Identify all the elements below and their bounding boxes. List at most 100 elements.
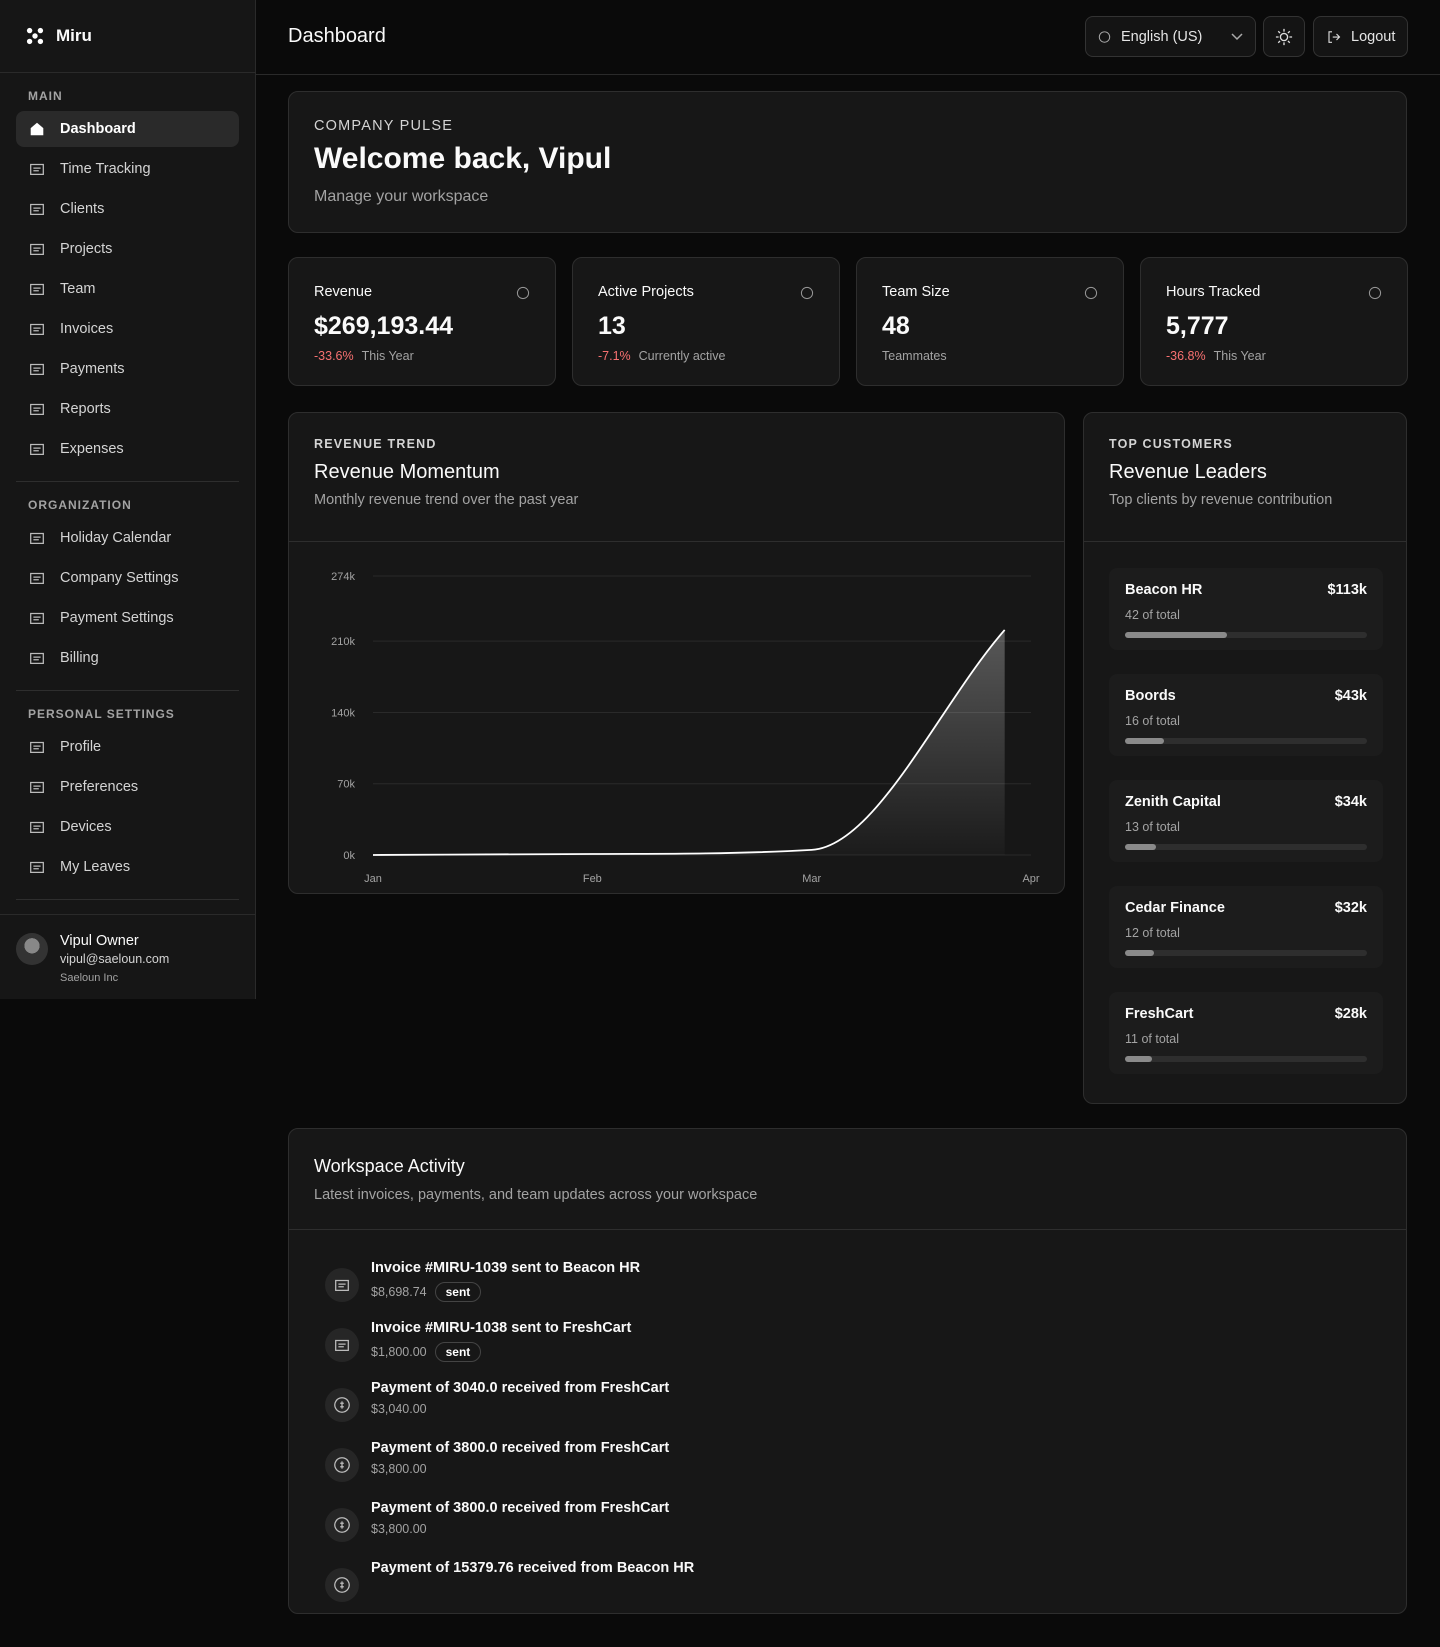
icon bbox=[335, 1279, 349, 1292]
user-panel[interactable]: Vipul Owner vipul@saeloun.com Saeloun In… bbox=[0, 914, 256, 999]
stat-label: Active Projects bbox=[598, 284, 694, 300]
activity-item: Invoice #MIRU-1038 sent to FreshCart $1,8… bbox=[289, 1320, 1406, 1362]
user-info: Vipul Owner vipul@saeloun.com Saeloun In… bbox=[60, 933, 169, 984]
activity-meta: $8,698.74 sent bbox=[371, 1282, 640, 1302]
nav-label: Reports bbox=[60, 401, 111, 417]
icon-shape bbox=[1084, 286, 1098, 300]
activity-icon bbox=[325, 1448, 359, 1482]
y-tick-label: 210k bbox=[331, 636, 355, 648]
activity-card: Workspace Activity Latest invoices, paym… bbox=[288, 1128, 1407, 1614]
stat-card: Active Projects 13 -7.1% Currently active bbox=[572, 257, 840, 386]
nav-item[interactable]: Holiday Calendar bbox=[16, 520, 239, 556]
icon bbox=[30, 363, 44, 376]
stat-note-row: -7.1% Currently active bbox=[598, 349, 814, 363]
nav-item[interactable]: Devices bbox=[16, 809, 239, 845]
chevron bbox=[1231, 32, 1243, 40]
chart-subtitle: Monthly revenue trend over the past year bbox=[314, 492, 579, 508]
page-title: Dashboard bbox=[288, 25, 386, 47]
section-title: MAIN bbox=[28, 89, 63, 103]
nav-label: My Leaves bbox=[60, 859, 131, 875]
customers-eyebrow: TOP CUSTOMERS bbox=[1109, 437, 1233, 451]
share-bar bbox=[1125, 1056, 1152, 1062]
stat-note-row: Teammates bbox=[882, 349, 1098, 363]
customer-row: Beacon HR $113k bbox=[1125, 582, 1367, 598]
nav-label: Time Tracking bbox=[60, 161, 151, 177]
nav-label: Invoices bbox=[60, 321, 114, 337]
nav-item[interactable]: Payments bbox=[16, 351, 239, 387]
customer: Zenith Capital $34k 13 of total bbox=[1109, 780, 1383, 862]
icon bbox=[30, 243, 44, 256]
icon bbox=[30, 323, 44, 336]
icon bbox=[30, 163, 44, 176]
activity-item: Invoice #MIRU-1039 sent to Beacon HR $8,6… bbox=[289, 1260, 1406, 1302]
stat-icon bbox=[1084, 286, 1098, 300]
icon-shape bbox=[516, 286, 530, 300]
nav-item[interactable]: Expenses bbox=[16, 431, 239, 467]
icon-shape bbox=[30, 612, 44, 625]
nav-item[interactable]: Time Tracking bbox=[16, 151, 239, 187]
nav-item[interactable]: Preferences bbox=[16, 769, 239, 805]
chart-title: Revenue Momentum bbox=[314, 461, 500, 483]
customers-subtitle: Top clients by revenue contribution bbox=[1109, 492, 1333, 508]
nav-item[interactable]: Team bbox=[16, 271, 239, 307]
nav-item[interactable]: Projects bbox=[16, 231, 239, 267]
icon-shape bbox=[30, 163, 44, 176]
icon-shape bbox=[30, 323, 44, 336]
nav-item[interactable]: Invoices bbox=[16, 311, 239, 347]
activity-text: Payment of 3800.0 received from FreshCar… bbox=[371, 1440, 669, 1482]
nav-item[interactable]: Dashboard bbox=[16, 111, 239, 147]
nav-label: Billing bbox=[60, 650, 99, 666]
nav-item[interactable]: My Leaves bbox=[16, 849, 239, 885]
icon-shape bbox=[30, 652, 44, 665]
section-title: PERSONAL SETTINGS bbox=[28, 707, 175, 721]
theme-toggle[interactable] bbox=[1263, 16, 1305, 57]
customer-name: FreshCart bbox=[1125, 1006, 1194, 1022]
nav-item[interactable]: Payment Settings bbox=[16, 600, 239, 636]
stat-value: 13 bbox=[598, 312, 626, 340]
customers-header: TOP CUSTOMERS Revenue Leaders Top client… bbox=[1084, 413, 1406, 542]
nav-label: Payment Settings bbox=[60, 610, 174, 626]
icon bbox=[30, 283, 44, 296]
nav-label: Team bbox=[60, 281, 96, 297]
activity-icon bbox=[325, 1268, 359, 1302]
chart-card: REVENUE TREND Revenue Momentum Monthly r… bbox=[288, 412, 1065, 894]
icon-shape bbox=[1368, 286, 1382, 300]
customer-share: 12 of total bbox=[1125, 926, 1180, 940]
nav-label: Expenses bbox=[60, 441, 124, 457]
activity-item: Payment of 3800.0 received from FreshCar… bbox=[289, 1440, 1406, 1482]
nav-label: Dashboard bbox=[60, 121, 136, 137]
sun-icon bbox=[1275, 28, 1293, 45]
nav-item[interactable]: Company Settings bbox=[16, 560, 239, 596]
nav-item[interactable]: Profile bbox=[16, 729, 239, 765]
customer-amount: $28k bbox=[1334, 1006, 1367, 1022]
icon-shape bbox=[30, 443, 44, 456]
nav-item[interactable]: Clients bbox=[16, 191, 239, 227]
activity-title: Invoice #MIRU-1038 sent to FreshCart bbox=[371, 1320, 632, 1336]
customer: Beacon HR $113k 42 of total bbox=[1109, 568, 1383, 650]
icon bbox=[30, 652, 44, 665]
nav-item[interactable]: Billing bbox=[16, 640, 239, 676]
language: English (US) bbox=[1121, 28, 1203, 45]
stat-label: Hours Tracked bbox=[1166, 284, 1261, 300]
icon-shape bbox=[30, 821, 44, 834]
activity-header: Workspace Activity Latest invoices, paym… bbox=[289, 1129, 1406, 1230]
language-select[interactable]: English (US) bbox=[1085, 16, 1256, 57]
customer-share: 13 of total bbox=[1125, 820, 1180, 834]
activity-text: Invoice #MIRU-1038 sent to FreshCart $1,8… bbox=[371, 1320, 631, 1362]
logout-button[interactable]: Logout bbox=[1313, 16, 1408, 57]
line bbox=[372, 629, 1006, 856]
customer-name: Zenith Capital bbox=[1125, 794, 1221, 810]
header: Dashboard English (US) Logout bbox=[256, 0, 1440, 75]
stat-value: 5,777 bbox=[1166, 312, 1229, 340]
nav-section: PERSONAL SETTINGS Profile Preferences Devic… bbox=[16, 691, 239, 900]
stat-card: Team Size 48 Teammates bbox=[856, 257, 1124, 386]
activity-amount: $8,698.74 bbox=[371, 1285, 427, 1299]
user-company: Saeloun Inc bbox=[60, 972, 119, 984]
share-bar bbox=[1125, 738, 1164, 744]
chart: 0k 70k 140k 210k 274k Jan Feb Mar Apr bbox=[331, 571, 1040, 885]
customer-share: 16 of total bbox=[1125, 714, 1180, 728]
nav-item[interactable]: Reports bbox=[16, 391, 239, 427]
pulse-title: Welcome back, Vipul bbox=[314, 142, 612, 175]
brand[interactable]: Miru bbox=[0, 0, 255, 73]
